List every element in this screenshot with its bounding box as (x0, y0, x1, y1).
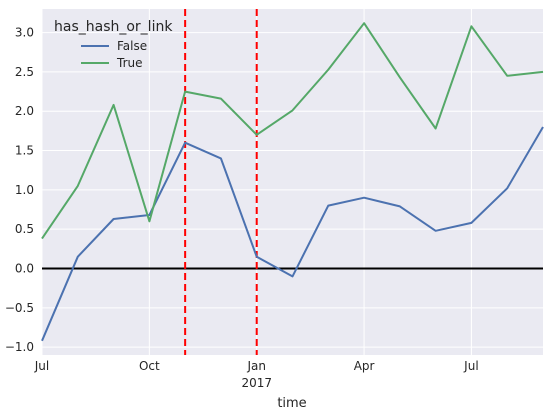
legend-label-false: False (117, 39, 147, 53)
x-tick-label: Oct (139, 359, 160, 373)
reference-lines (42, 9, 543, 355)
legend: has_hash_or_link False True (54, 19, 173, 70)
x-tick-label: Jul (463, 359, 478, 373)
legend-label-true: True (116, 56, 143, 70)
y-tick-label: −1.0 (5, 340, 34, 354)
y-tick-label: 1.0 (15, 183, 34, 197)
x-tick-label: Jul (34, 359, 49, 373)
x-tick-label: Jan (246, 359, 266, 373)
series-lines (41, 22, 544, 342)
y-tick-label: 2.0 (15, 104, 34, 118)
series-line-false (41, 126, 544, 342)
y-tick-label: 0.0 (15, 262, 34, 276)
x-tick-label: Apr (354, 359, 375, 373)
y-tick-label: 2.5 (15, 65, 34, 79)
y-tick-label: 3.0 (15, 26, 34, 40)
y-tick-label: 1.5 (15, 144, 34, 158)
y-tick-label: 0.5 (15, 222, 34, 236)
x-axis-title: time (277, 396, 306, 411)
plot-background (42, 9, 543, 355)
x-tick-labels: Jul Oct Jan 2017 Apr Jul (34, 359, 479, 390)
y-tick-labels: −1.0 −0.5 0.0 0.5 1.0 1.5 2.0 2.5 3.0 (5, 26, 34, 355)
y-tick-label: −0.5 (5, 301, 34, 315)
legend-title: has_hash_or_link (54, 19, 173, 35)
x-tick-sublabel: 2017 (241, 376, 272, 390)
series-line-true (41, 22, 544, 240)
